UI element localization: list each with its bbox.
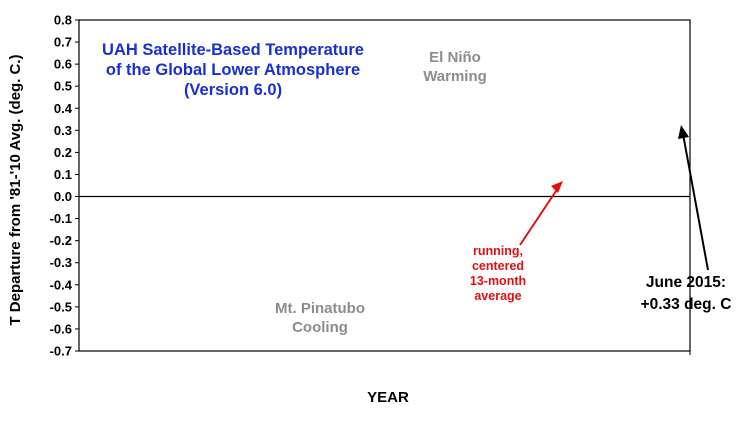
y-tick-label: 0.3 [54, 123, 72, 138]
el-nino-line-2: Warming [423, 68, 487, 85]
pinatubo-line-1: Mt. Pinatubo [275, 300, 365, 317]
el-nino-line-1: El Niño [429, 49, 481, 66]
y-tick-label: 0.5 [54, 79, 72, 94]
running-average-annotation: running, centered 13-month average [470, 244, 526, 303]
running-label-line-2: centered [472, 259, 524, 273]
title-line-2: of the Global Lower Atmosphere [106, 61, 360, 79]
running-label-line-3: 13-month [470, 274, 526, 288]
y-tick-label: -0.2 [50, 233, 72, 248]
latest-line-1: June 2015: [646, 274, 726, 291]
y-tick-label: 0.2 [54, 145, 72, 160]
x-axis-title: YEAR [367, 389, 409, 406]
y-tick-label: -0.5 [50, 299, 72, 314]
y-tick-label: -0.6 [50, 321, 72, 336]
chart-title: UAH Satellite-Based Temperature of the G… [102, 41, 364, 99]
y-axis-title: T Departure from '81-'10 Avg. (deg. C.) [7, 54, 24, 325]
y-tick-label: 0.8 [54, 13, 72, 28]
plot-area-frame [78, 19, 691, 352]
y-tick-label: 0.7 [54, 35, 72, 50]
latest-line-2: +0.33 deg. C [641, 296, 732, 313]
y-tick-label: -0.3 [50, 255, 72, 270]
y-tick-label: 0.4 [54, 101, 73, 116]
running-label-arrowhead [551, 181, 563, 193]
latest-value-arrow [682, 133, 709, 271]
y-tick-label: -0.7 [50, 344, 72, 359]
x-axis-ticks: 1979198019811982198319841985198619871988… [689, 351, 691, 355]
title-line-3: (Version 6.0) [184, 81, 282, 99]
latest-value-annotation: June 2015: +0.33 deg. C [641, 274, 732, 313]
y-tick-label: -0.1 [50, 211, 72, 226]
y-axis-ticks: -0.7 -0.6 -0.5 -0.4 -0.3 -0.2 -0.1 0.0 0.1 0.2 0.3… [50, 13, 79, 359]
running-label-arrow [519, 184, 561, 246]
running-label-line-4: average [474, 289, 521, 303]
y-tick-label: 0.1 [54, 167, 72, 182]
title-line-1: UAH Satellite-Based Temperature [102, 41, 364, 59]
pinatubo-annotation: Mt. Pinatubo Cooling [275, 300, 365, 336]
pinatubo-line-2: Cooling [292, 319, 348, 336]
latest-value-arrowhead [678, 125, 689, 139]
el-nino-annotation: El Niño Warming [423, 49, 487, 85]
y-tick-label: 0.6 [54, 57, 72, 72]
y-tick-label: 0.0 [54, 189, 72, 204]
running-label-line-1: running, [473, 244, 523, 258]
y-tick-label: -0.4 [50, 277, 73, 292]
